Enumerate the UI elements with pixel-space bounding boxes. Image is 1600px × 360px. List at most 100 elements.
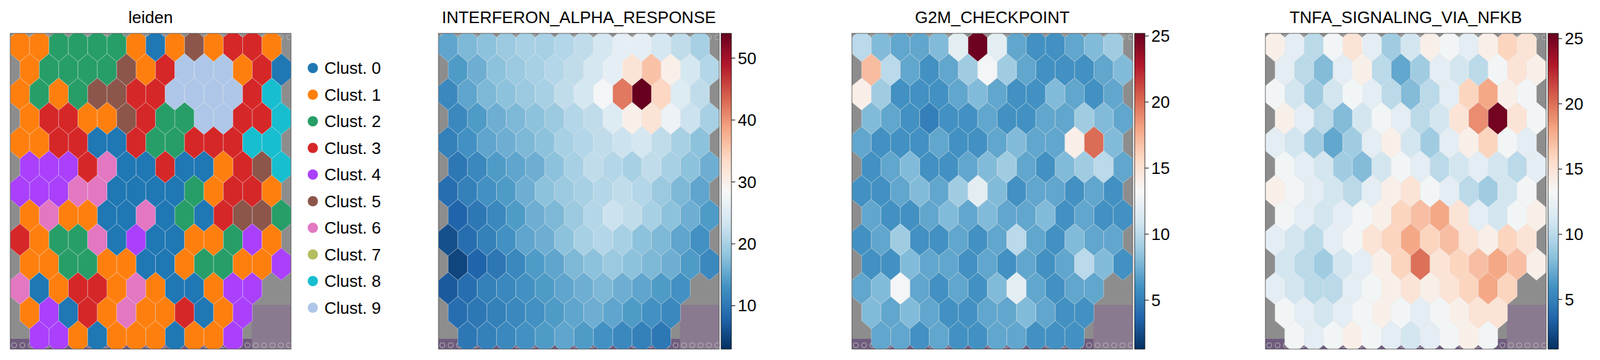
spot	[184, 320, 204, 349]
spot	[1026, 320, 1046, 349]
frame	[10, 33, 292, 349]
colorbar-tick-label: 25	[1151, 26, 1170, 46]
colorbar-tick-label: 5	[1564, 289, 1574, 309]
background	[1265, 33, 1547, 349]
colorbar-tick-label: 20	[1564, 94, 1584, 114]
colorbar-tick-label: 10	[1564, 224, 1584, 244]
spot	[1458, 320, 1479, 349]
spot	[910, 320, 930, 349]
legend-label: Clust. 3	[324, 138, 381, 158]
spot	[203, 320, 224, 349]
colorbar-tick-label: 15	[1151, 158, 1170, 178]
legend-label: Clust. 8	[324, 271, 381, 291]
spot	[48, 320, 68, 349]
colorbar-tick	[1144, 101, 1149, 103]
spot	[1439, 320, 1459, 349]
spot	[573, 320, 593, 349]
fiducial	[673, 342, 679, 348]
spot	[1323, 320, 1343, 349]
colorbar-tick	[731, 119, 736, 121]
fiducial	[439, 342, 445, 348]
colorbar	[1548, 33, 1559, 349]
fiducial	[1128, 34, 1133, 40]
fiducial	[681, 342, 687, 348]
fiducial	[269, 342, 275, 348]
fiducial	[1541, 342, 1547, 348]
fiducial	[1500, 342, 1506, 348]
colorbar	[1134, 33, 1145, 349]
fiducial	[1275, 342, 1281, 348]
spot	[700, 247, 720, 281]
spot	[535, 320, 555, 349]
tissue-edge	[1093, 304, 1133, 349]
title: TNFA_SIGNALING_VIA_NFKB	[1289, 7, 1523, 27]
spot	[651, 320, 671, 349]
colorbar-tick	[731, 57, 736, 59]
legend-label: Clust. 0	[324, 58, 381, 78]
colorbar-tick	[1558, 38, 1563, 40]
colorbar-tick	[1558, 168, 1563, 170]
spot	[632, 320, 652, 349]
spot	[496, 320, 517, 349]
spot	[107, 320, 127, 349]
legend-marker	[307, 275, 318, 286]
title: leiden	[128, 7, 173, 27]
fiducial	[1533, 342, 1539, 348]
spot	[87, 320, 108, 349]
legend-label: Clust. 5	[324, 191, 381, 211]
legend-label: Clust. 9	[324, 298, 381, 318]
spot	[1526, 247, 1547, 281]
legend-label: Clust. 6	[324, 217, 381, 238]
spot	[476, 320, 497, 349]
fiducial	[278, 342, 284, 348]
colorbar-tick-label: 50	[737, 48, 757, 68]
spot	[929, 320, 949, 349]
fiducial	[286, 342, 292, 348]
colorbar-tick	[1144, 35, 1149, 37]
fiducial	[1111, 342, 1117, 348]
colorbar-tick-label: 40	[737, 110, 757, 130]
fiducial	[689, 342, 695, 348]
frame	[851, 33, 1133, 349]
panel: G2M_CHECKPOINT510152025	[851, 7, 1170, 353]
spot	[457, 320, 477, 349]
colorbar-tick-label: 5	[1151, 290, 1161, 310]
spot	[223, 320, 243, 349]
background	[438, 33, 720, 349]
frame	[438, 33, 720, 349]
colorbar-tick-label: 10	[737, 295, 757, 315]
spot	[967, 320, 988, 349]
spot	[612, 320, 633, 349]
spot	[948, 320, 968, 349]
colorbar-tick-label: 15	[1564, 158, 1584, 179]
legend-marker	[307, 196, 318, 207]
spot	[554, 320, 574, 349]
fiducial	[1541, 34, 1547, 40]
spot	[1400, 320, 1420, 349]
colorbar-tick	[1144, 233, 1149, 234]
spot	[29, 320, 49, 349]
fiducial	[19, 342, 25, 348]
legend-marker	[307, 62, 318, 74]
panel: INTERFERON_ALPHA_RESPONSE1020304050	[438, 7, 757, 353]
plot-area	[851, 33, 1133, 349]
spot	[68, 320, 88, 349]
fiducial	[1508, 342, 1514, 348]
spot	[593, 320, 613, 349]
legend-label: Clust. 7	[324, 244, 381, 265]
legend-marker	[307, 142, 318, 154]
tissue-edge	[251, 304, 292, 349]
colorbar-tick	[731, 243, 736, 245]
colorbar-tick-label: 10	[1151, 224, 1170, 244]
legend-label: Clust. 1	[324, 85, 381, 105]
fiducial	[714, 34, 720, 40]
colorbar-tick	[1144, 167, 1149, 168]
frame	[1265, 33, 1547, 349]
colorbar-tick	[731, 305, 736, 306]
colorbar-tick	[1558, 233, 1563, 235]
spot	[126, 320, 146, 349]
legend-marker	[307, 89, 318, 100]
spot	[890, 320, 910, 349]
plot-area	[10, 33, 292, 349]
spot	[1007, 320, 1027, 349]
